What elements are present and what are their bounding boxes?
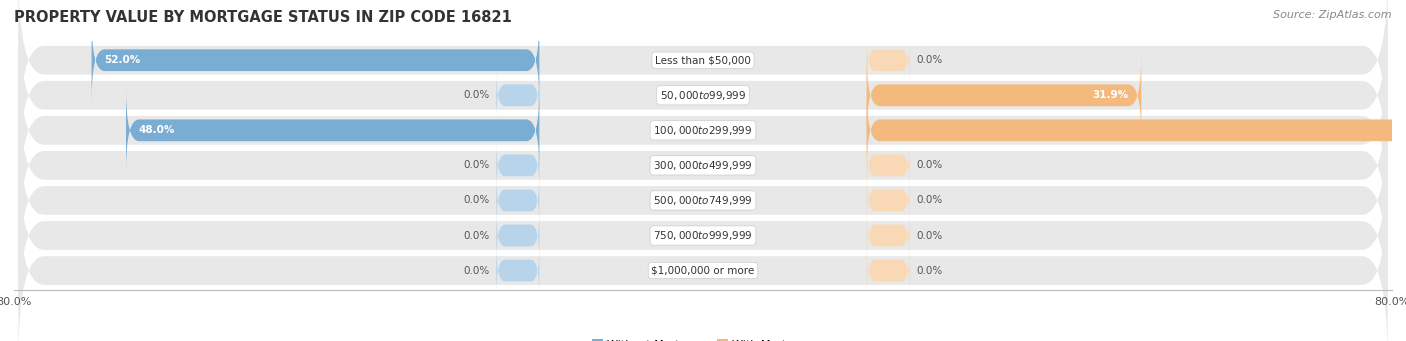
Text: $500,000 to $749,999: $500,000 to $749,999 bbox=[654, 194, 752, 207]
FancyBboxPatch shape bbox=[496, 211, 540, 260]
Text: $750,000 to $999,999: $750,000 to $999,999 bbox=[654, 229, 752, 242]
Text: 48.0%: 48.0% bbox=[139, 125, 176, 135]
FancyBboxPatch shape bbox=[496, 247, 540, 295]
FancyBboxPatch shape bbox=[18, 4, 1388, 186]
FancyBboxPatch shape bbox=[866, 36, 910, 84]
Text: 0.0%: 0.0% bbox=[463, 266, 489, 276]
Text: 0.0%: 0.0% bbox=[917, 195, 943, 205]
Text: $1,000,000 or more: $1,000,000 or more bbox=[651, 266, 755, 276]
FancyBboxPatch shape bbox=[866, 54, 1142, 137]
Text: Source: ZipAtlas.com: Source: ZipAtlas.com bbox=[1274, 10, 1392, 20]
FancyBboxPatch shape bbox=[18, 180, 1388, 341]
Text: 0.0%: 0.0% bbox=[917, 266, 943, 276]
Text: 0.0%: 0.0% bbox=[463, 231, 489, 240]
FancyBboxPatch shape bbox=[866, 247, 910, 295]
Text: PROPERTY VALUE BY MORTGAGE STATUS IN ZIP CODE 16821: PROPERTY VALUE BY MORTGAGE STATUS IN ZIP… bbox=[14, 10, 512, 25]
FancyBboxPatch shape bbox=[127, 89, 540, 172]
FancyBboxPatch shape bbox=[866, 89, 1406, 172]
Text: $300,000 to $499,999: $300,000 to $499,999 bbox=[654, 159, 752, 172]
Text: 31.9%: 31.9% bbox=[1092, 90, 1129, 100]
FancyBboxPatch shape bbox=[866, 211, 910, 260]
FancyBboxPatch shape bbox=[866, 141, 910, 190]
Text: 0.0%: 0.0% bbox=[463, 195, 489, 205]
FancyBboxPatch shape bbox=[18, 110, 1388, 291]
FancyBboxPatch shape bbox=[496, 176, 540, 225]
Text: 0.0%: 0.0% bbox=[917, 55, 943, 65]
Text: 0.0%: 0.0% bbox=[463, 90, 489, 100]
FancyBboxPatch shape bbox=[18, 0, 1388, 151]
Text: 0.0%: 0.0% bbox=[463, 160, 489, 170]
Text: $100,000 to $299,999: $100,000 to $299,999 bbox=[654, 124, 752, 137]
FancyBboxPatch shape bbox=[496, 71, 540, 119]
FancyBboxPatch shape bbox=[91, 18, 540, 102]
Text: 68.1%: 68.1% bbox=[1405, 125, 1406, 135]
FancyBboxPatch shape bbox=[866, 176, 910, 225]
Text: $50,000 to $99,999: $50,000 to $99,999 bbox=[659, 89, 747, 102]
Text: Less than $50,000: Less than $50,000 bbox=[655, 55, 751, 65]
Text: 0.0%: 0.0% bbox=[917, 160, 943, 170]
Text: 0.0%: 0.0% bbox=[917, 231, 943, 240]
FancyBboxPatch shape bbox=[496, 141, 540, 190]
FancyBboxPatch shape bbox=[18, 40, 1388, 221]
Text: 52.0%: 52.0% bbox=[104, 55, 141, 65]
Legend: Without Mortgage, With Mortgage: Without Mortgage, With Mortgage bbox=[588, 335, 818, 341]
FancyBboxPatch shape bbox=[18, 145, 1388, 326]
FancyBboxPatch shape bbox=[18, 75, 1388, 256]
